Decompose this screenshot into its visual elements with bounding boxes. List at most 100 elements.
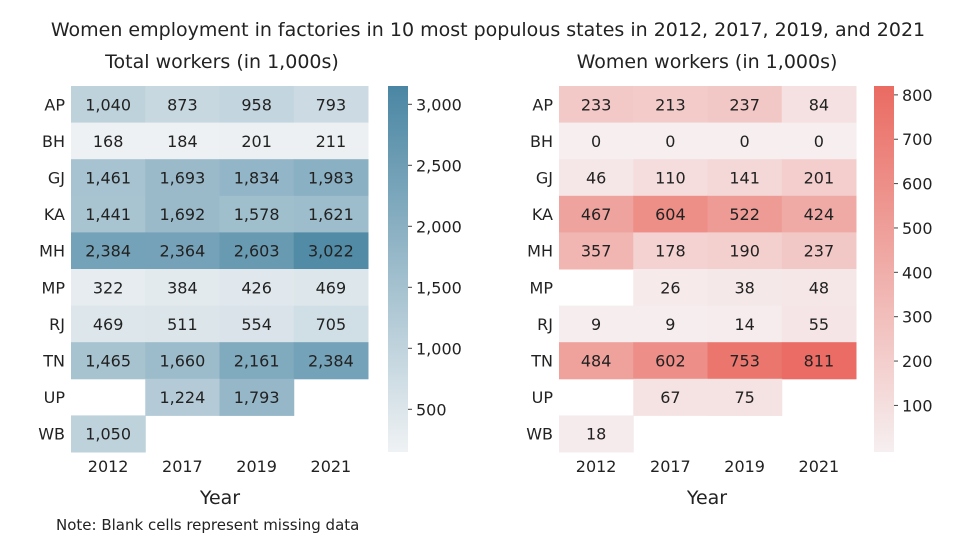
colorbar-tick-label: 800: [902, 86, 933, 105]
heatmap-cell: [559, 159, 634, 197]
colorbar-tick-label: 3,000: [416, 95, 462, 114]
cell-value-label: 1,578: [234, 205, 280, 224]
cell-value-label: 201: [241, 132, 272, 151]
x-axis-label-women: Year: [686, 487, 727, 509]
cell-value-label: 233: [581, 95, 612, 114]
heatmap-cell: [71, 195, 146, 233]
cell-value-label: 14: [734, 315, 754, 334]
cell-value-label: 237: [804, 242, 835, 261]
column-label: 2019: [236, 457, 277, 476]
heatmap-cell: [707, 269, 783, 307]
cell-value-label: 469: [316, 278, 347, 297]
heatmap-cell: [707, 378, 783, 416]
heatmap-cell: [781, 159, 857, 197]
heatmap-cell: [781, 232, 857, 270]
cell-value-label: 1,793: [234, 388, 280, 407]
cell-value-label: 3,022: [308, 242, 354, 261]
cell-value-label: 1,040: [85, 95, 131, 114]
heatmap-cell: [71, 269, 146, 307]
heatmap-cell: [559, 232, 634, 270]
heatmap-cell: [71, 415, 146, 453]
heatmap-cell: [707, 305, 783, 343]
column-labels-total: 2012 2017 2019 2021: [88, 457, 351, 476]
heatmap-cell: [293, 86, 369, 124]
cell-value-label: 2,364: [159, 242, 205, 261]
heatmap-cell: [293, 342, 369, 380]
heatmap-cell: [219, 232, 295, 270]
cell-value-label: 9: [591, 315, 601, 334]
cell-value-label: 322: [93, 278, 124, 297]
row-label: UP: [532, 388, 554, 407]
cell-value-label: 67: [660, 388, 680, 407]
heatmap-cell: [145, 195, 220, 233]
cell-value-label: 1,983: [308, 169, 354, 188]
cell-value-label: 0: [814, 132, 824, 151]
colorbar-tick-label: 2,500: [416, 156, 462, 175]
cell-value-label: 0: [591, 132, 601, 151]
column-label: 2019: [724, 457, 765, 476]
cell-value-label: 426: [241, 278, 272, 297]
heatmap-cell: [219, 305, 295, 343]
cell-value-label: 554: [241, 315, 272, 334]
cell-value-label: 0: [665, 132, 675, 151]
cell-value-label: 811: [804, 352, 835, 371]
heatmap-cell: [707, 122, 783, 160]
colorbar-tick-label: 300: [902, 308, 933, 327]
row-label: GJ: [536, 169, 553, 188]
colorbar-tick-label: 500: [902, 219, 933, 238]
colorbar-ticks-total: 500 1,000 1,500 2,000 2,500 3,000: [408, 95, 462, 419]
heatmap-cell: [219, 342, 295, 380]
heatmap-cell: [293, 159, 369, 197]
colorbar-tick-label: 2,000: [416, 217, 462, 236]
heatmap-cell: [293, 195, 369, 233]
heatmap-cell: [707, 232, 783, 270]
cell-value-label: 1,621: [308, 205, 354, 224]
row-label: WB: [38, 425, 65, 444]
cell-value-label: 201: [804, 169, 835, 188]
cell-value-label: 384: [167, 278, 198, 297]
row-label: AP: [44, 95, 65, 114]
colorbar-tick-label: 100: [902, 396, 933, 415]
figure-title: Women employment in factories in 10 most…: [51, 19, 925, 41]
cell-value-label: 1,465: [85, 352, 131, 371]
colorbar-tick-label: 400: [902, 263, 933, 282]
row-label: BH: [530, 132, 553, 151]
heatmap-cell: [781, 195, 857, 233]
cell-value-label: 168: [93, 132, 124, 151]
row-label: MH: [527, 242, 553, 261]
cell-value-label: 1,660: [159, 352, 205, 371]
cell-value-label: 178: [655, 242, 686, 261]
heatmap-cell: [145, 122, 220, 160]
heatmap-cell: [145, 159, 220, 197]
row-labels-total: AP BH GJ KA MH MP RJ TN UP WB: [38, 95, 65, 443]
cell-value-label: 1,050: [85, 425, 131, 444]
heatmap-cell: [707, 86, 783, 124]
heatmap-cell: [781, 122, 857, 160]
heatmap-cell: [293, 232, 369, 270]
cell-value-label: 190: [729, 242, 760, 261]
cell-value-label: 424: [804, 205, 835, 224]
colorbar-tick-label: 200: [902, 352, 933, 371]
heatmap-cell: [145, 378, 220, 416]
cell-value-label: 110: [655, 169, 686, 188]
heatmap-cell: [145, 305, 220, 343]
x-axis-label-total: Year: [199, 487, 240, 509]
row-label: MP: [530, 278, 554, 297]
heatmap-cell: [219, 159, 295, 197]
cell-value-label: 46: [586, 169, 606, 188]
cell-value-label: 211: [316, 132, 347, 151]
colorbar-tick-label: 1,500: [416, 278, 462, 297]
column-labels-women: 2012 2017 2019 2021: [576, 457, 839, 476]
cell-value-label: 2,603: [234, 242, 280, 261]
row-label: UP: [44, 388, 66, 407]
cell-value-label: 484: [581, 352, 612, 371]
cell-value-label: 84: [809, 95, 829, 114]
cell-value-label: 753: [729, 352, 760, 371]
heatmap-cell: [145, 269, 220, 307]
heatmap-cell: [71, 159, 146, 197]
footnote: Note: Blank cells represent missing data: [56, 516, 359, 534]
colorbar-total: [388, 86, 408, 452]
heatmap-cell: [633, 159, 708, 197]
heatmap-cell: [559, 342, 634, 380]
cell-value-label: 469: [93, 315, 124, 334]
